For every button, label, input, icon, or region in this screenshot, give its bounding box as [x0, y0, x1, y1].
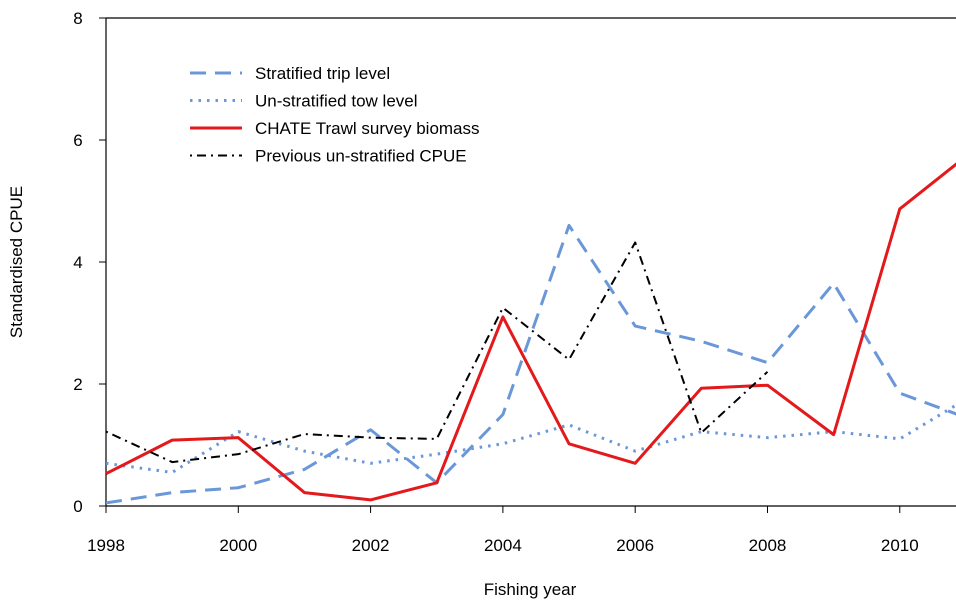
y-axis-title: Standardised CPUE	[7, 186, 26, 338]
series-line	[106, 403, 956, 474]
legend-label: Previous un-stratified CPUE	[255, 147, 467, 166]
y-tick-label: 6	[73, 131, 82, 150]
x-tick-label: 2000	[219, 536, 257, 555]
series-line	[106, 241, 769, 464]
series-line	[106, 223, 956, 505]
x-tick-label: 2008	[749, 536, 787, 555]
y-tick-label: 0	[73, 497, 82, 516]
x-tick-label: 2002	[352, 536, 390, 555]
x-tick-label: 1998	[87, 536, 125, 555]
y-tick-label: 8	[73, 9, 82, 28]
y-tick-label: 2	[73, 375, 82, 394]
legend-label: Stratified trip level	[255, 64, 390, 83]
x-tick-label: 2006	[616, 536, 654, 555]
legend-label: CHATE Trawl survey biomass	[255, 119, 480, 138]
y-tick-label: 4	[73, 253, 82, 272]
x-tick-label: 2004	[484, 536, 522, 555]
legend-label: Un-stratified tow level	[255, 92, 418, 111]
x-tick-label: 2010	[881, 536, 919, 555]
plot-area	[106, 162, 956, 505]
series-line	[106, 162, 956, 502]
x-axis-title: Fishing year	[484, 580, 577, 599]
